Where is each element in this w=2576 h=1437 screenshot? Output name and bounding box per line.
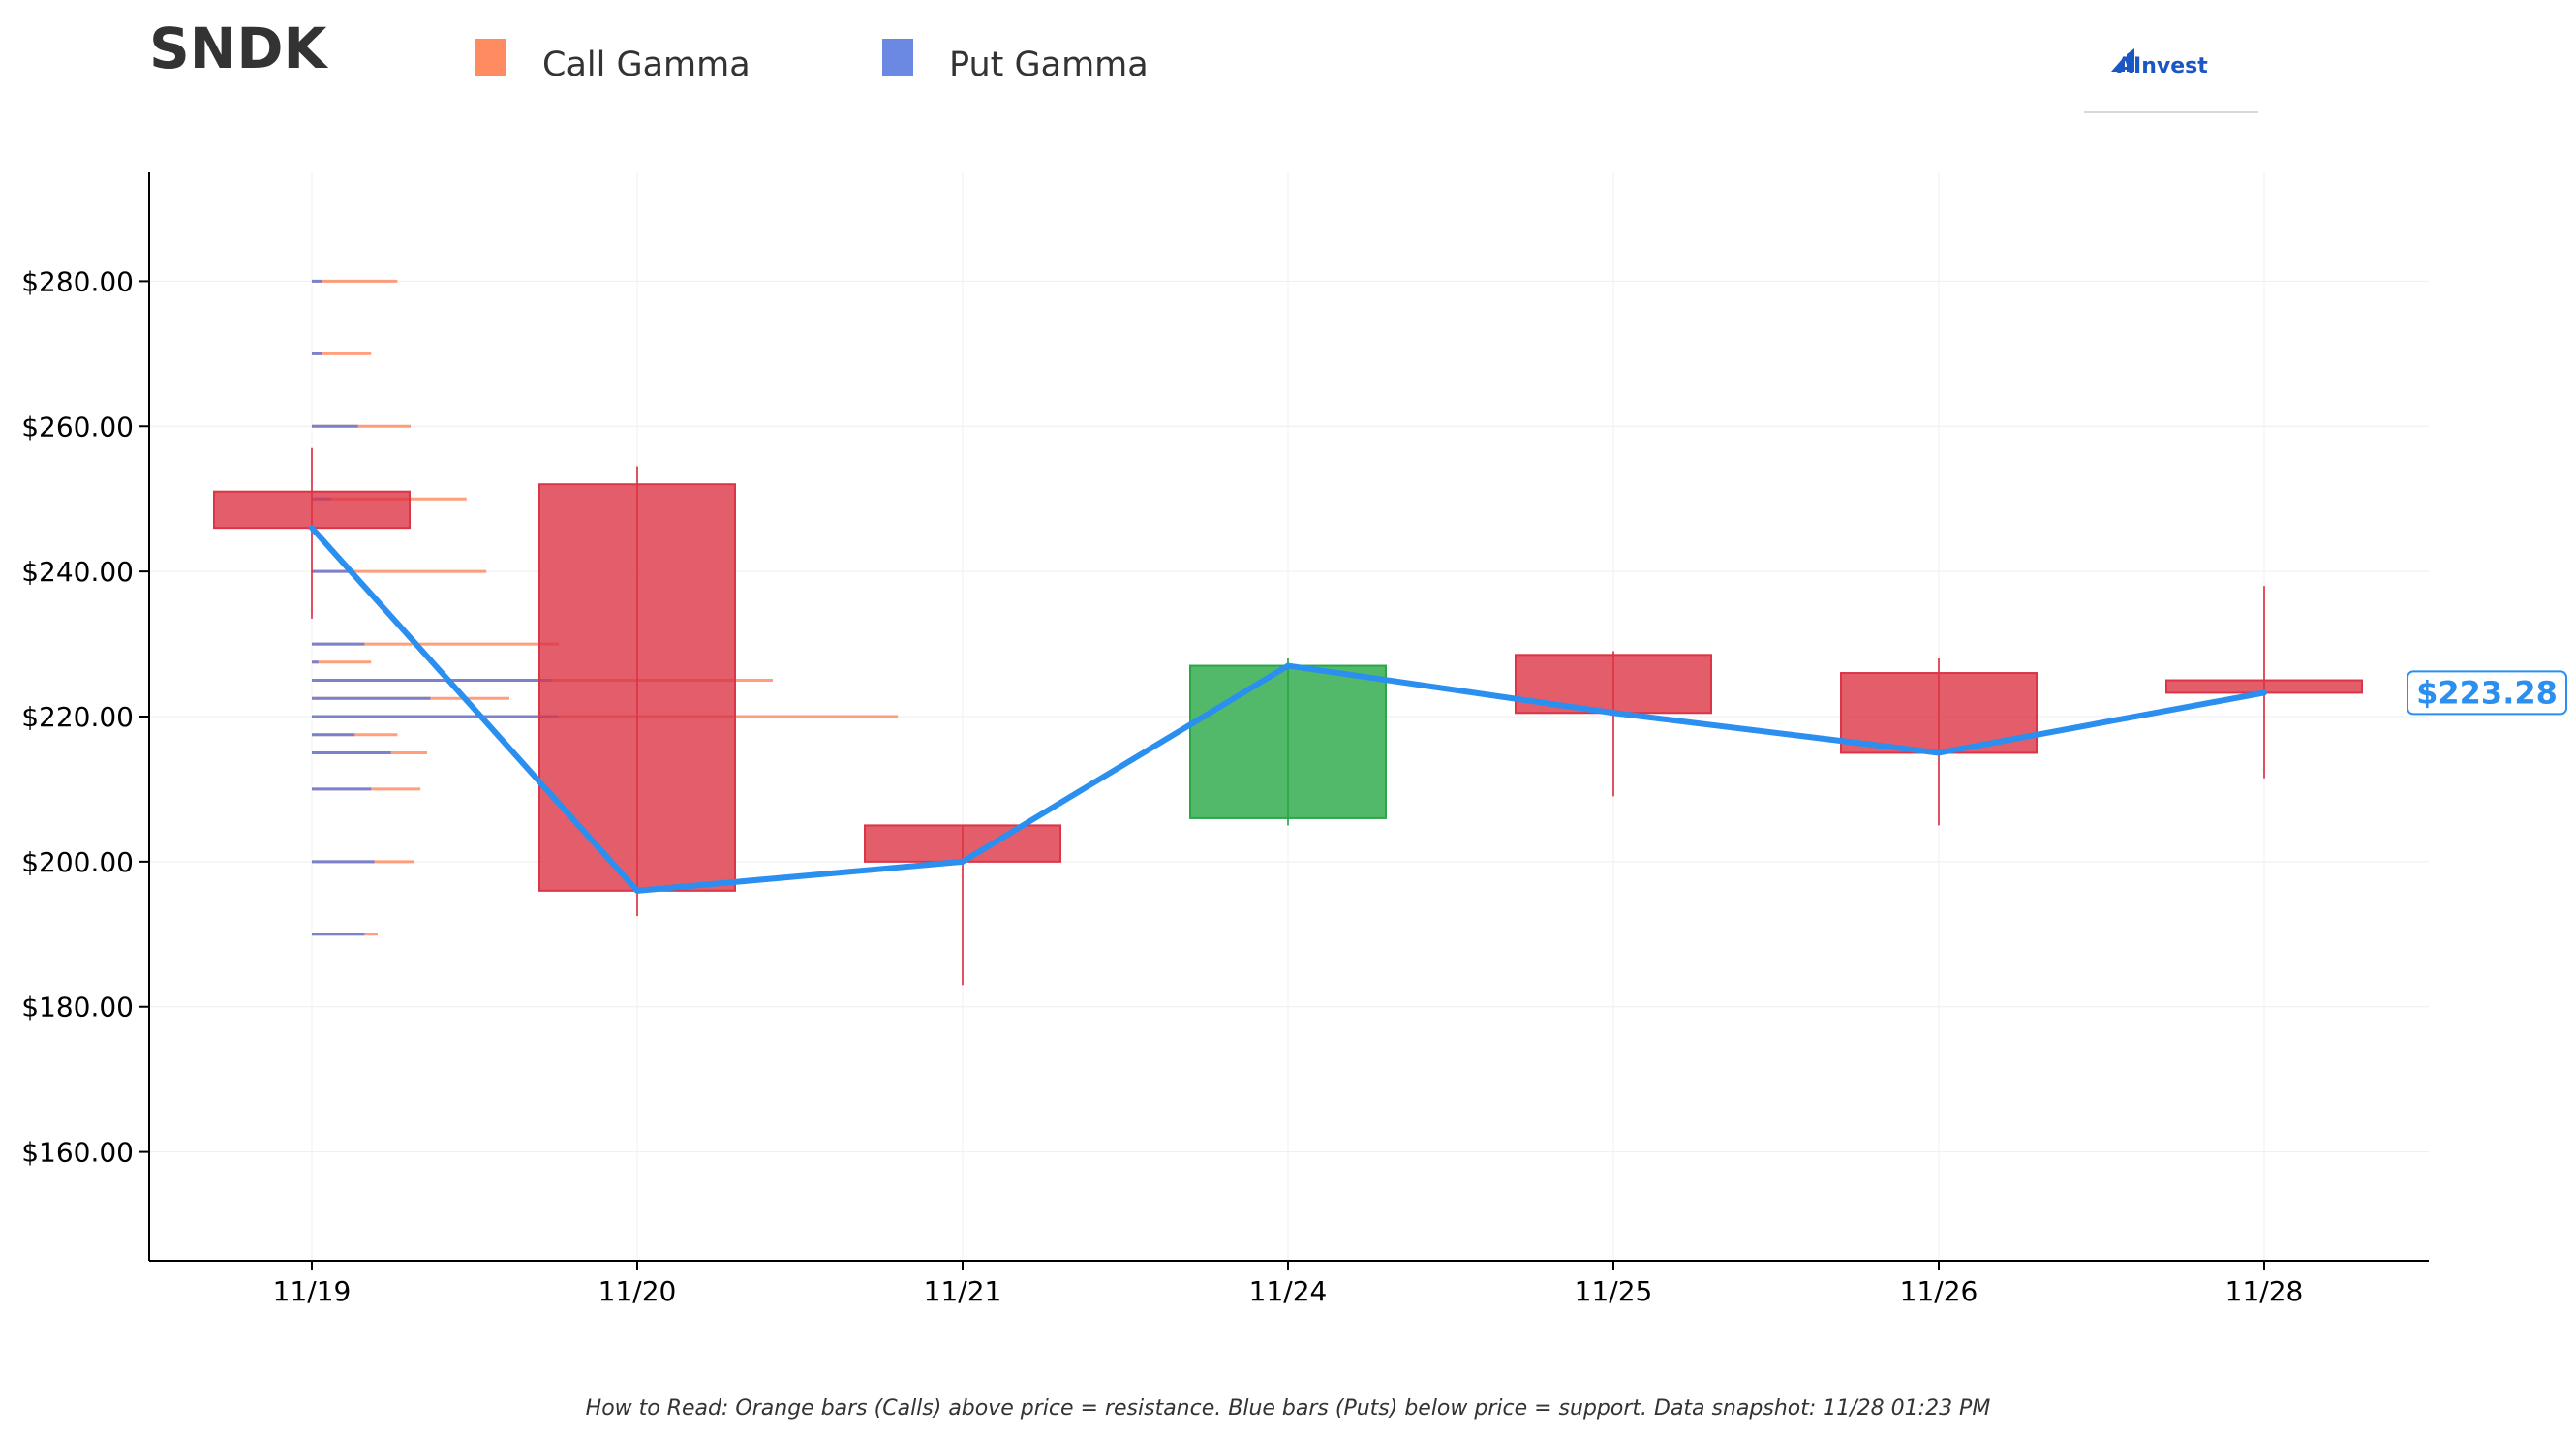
- y-tick-label: $240.00: [21, 556, 134, 588]
- axes: $160.00 $180.00 $200.00 $220.00 $240.00 $260.…: [21, 172, 2429, 1307]
- x-tick-label: 11/24: [1249, 1275, 1328, 1307]
- x-tick-label: 11/20: [598, 1275, 677, 1307]
- candle-body: [864, 824, 1061, 863]
- y-tick-label: $280.00: [21, 265, 134, 297]
- y-tick-label: $180.00: [21, 992, 134, 1024]
- ainvest-logo: AInvest: [2084, 48, 2258, 113]
- y-tick-label: $200.00: [21, 846, 134, 878]
- ainvest-logo-text: AInvest: [2117, 54, 2208, 78]
- y-tick-label: $160.00: [21, 1137, 134, 1169]
- candle-body: [213, 490, 411, 530]
- x-tick-label: 11/21: [924, 1275, 1002, 1307]
- x-tick-label: 11/28: [2225, 1275, 2304, 1307]
- candle-body: [1189, 664, 1387, 819]
- x-tick-label: 11/26: [1900, 1275, 1978, 1307]
- y-tick-label: $220.00: [21, 701, 134, 733]
- current-price-label: $223.28: [2416, 674, 2558, 711]
- how-to-read-footnote: How to Read: Orange bars (Calls) above p…: [586, 1396, 1991, 1421]
- legend-call-swatch: [475, 39, 506, 76]
- legend-call-label: Call Gamma: [542, 46, 751, 84]
- y-tick-label: $260.00: [21, 411, 134, 443]
- candle-body: [538, 483, 736, 892]
- close-price-line: [309, 525, 2267, 894]
- x-tick-label: 11/25: [1575, 1275, 1653, 1307]
- x-tick-label: 11/19: [273, 1275, 352, 1307]
- legend-put-label: Put Gamma: [949, 46, 1149, 84]
- ainvest-logo-icon: [2111, 48, 2134, 72]
- price-line-layer: [309, 525, 2267, 894]
- current-price-badge: $223.28: [2407, 670, 2567, 716]
- ticker-title: SNDK: [149, 15, 328, 81]
- legend-put-swatch: [882, 39, 913, 76]
- current-price-badge-box: [2407, 670, 2567, 716]
